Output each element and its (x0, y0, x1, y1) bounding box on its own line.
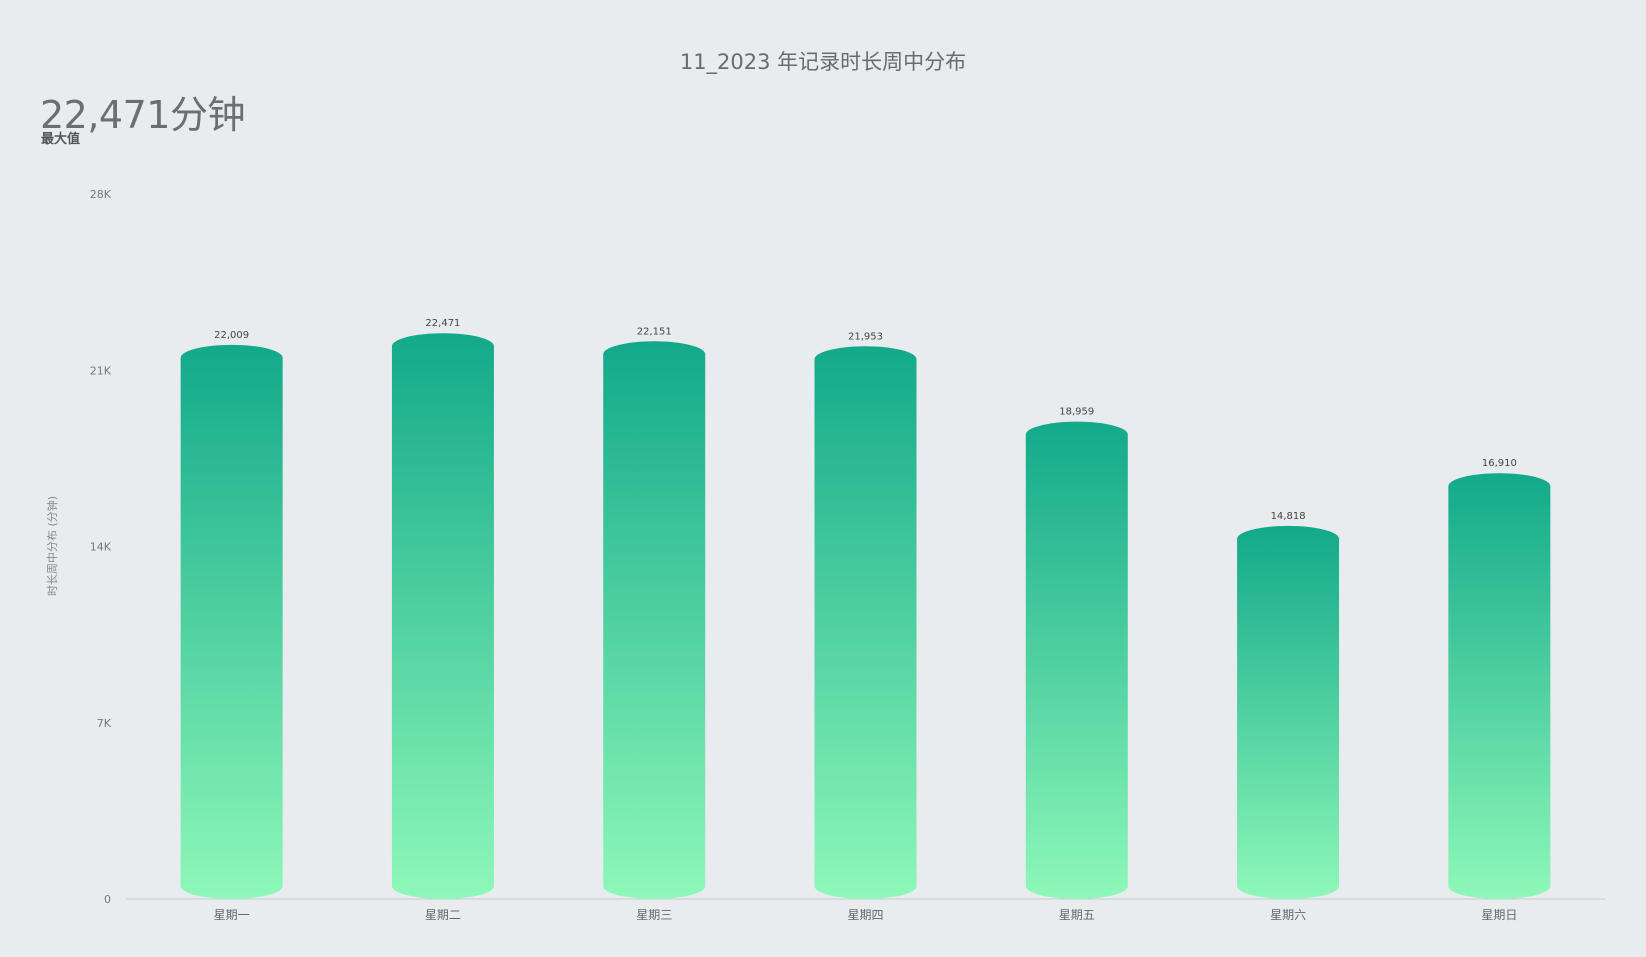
bar-3 (603, 341, 706, 899)
value-labels: 22,009 22,471 22,151 21,953 18,959 14,818 16,9… (214, 318, 1517, 522)
bars (180, 333, 1551, 899)
y-tick-label: 0 (104, 893, 111, 906)
bar-value-label: 16,910 (1482, 458, 1517, 469)
kpi-max-label: 最大值 (41, 132, 81, 147)
bar-7 (1448, 473, 1551, 899)
x-category-label: 星期日 (1481, 908, 1517, 922)
bar-2 (391, 333, 494, 899)
bar-value-label: 22,009 (214, 330, 249, 341)
bar-1 (180, 344, 283, 899)
y-tick-label: 21K (90, 364, 112, 377)
kpi-max-value: 22,471分钟 (40, 93, 245, 137)
bar-4 (814, 346, 917, 899)
x-category-label: 星期五 (1059, 908, 1095, 922)
y-tick-label: 14K (90, 541, 112, 554)
bar-5 (1025, 421, 1128, 899)
bar-value-label: 18,959 (1059, 407, 1094, 418)
y-tick-label: 7K (97, 717, 112, 730)
x-category-label: 星期六 (1270, 908, 1306, 922)
y-tick-label: 28K (90, 188, 112, 201)
y-axis-ticks: 0 7K 14K 21K 28K (90, 188, 112, 906)
bar-value-label: 21,953 (848, 331, 883, 342)
x-category-label: 星期一 (214, 908, 250, 922)
bar-6 (1237, 525, 1340, 899)
bar-value-label: 22,471 (425, 318, 460, 329)
bar-value-label: 14,818 (1271, 511, 1306, 522)
x-category-label: 星期三 (636, 908, 672, 922)
x-category-label: 星期二 (425, 908, 461, 922)
bar-value-label: 22,151 (637, 326, 672, 337)
chart-title: 11_2023 年记录时长周中分布 (679, 50, 967, 74)
x-category-label: 星期四 (847, 908, 883, 922)
category-labels: 星期一 星期二 星期三 星期四 星期五 星期六 星期日 (214, 908, 1518, 922)
